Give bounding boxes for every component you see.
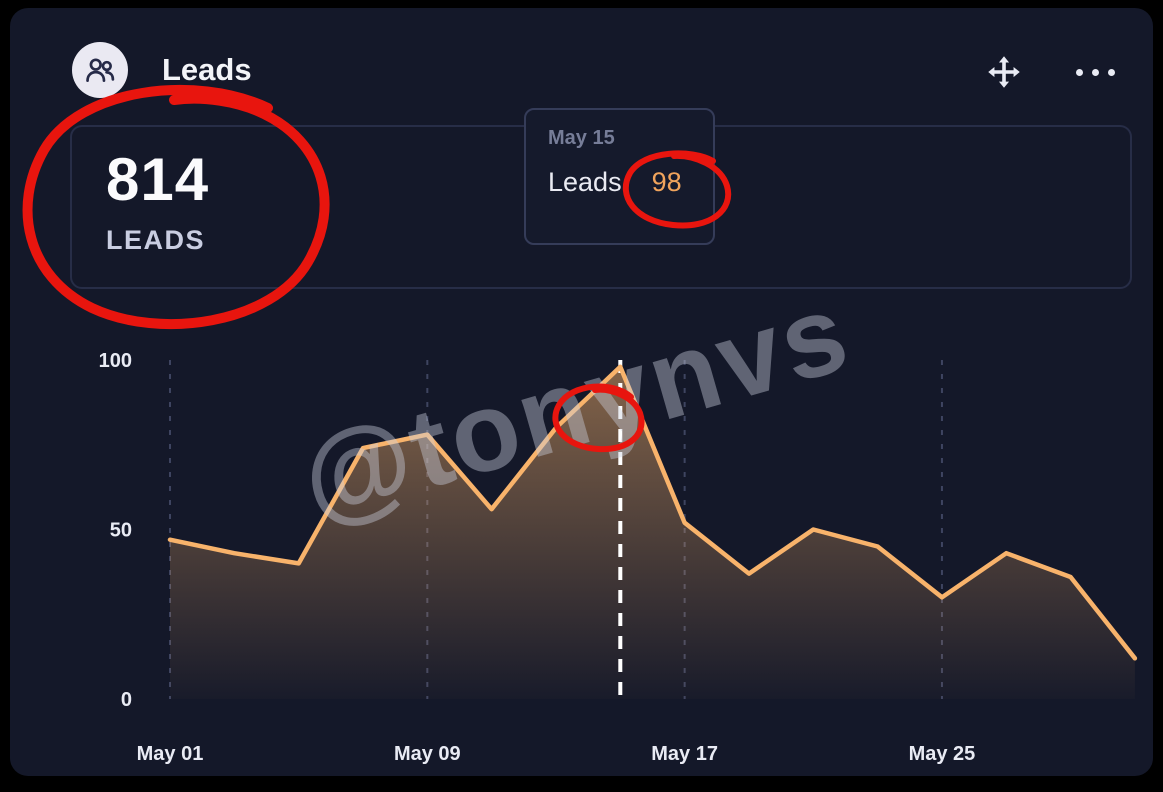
chart-tooltip: May 15 Leads 98: [524, 108, 715, 245]
series-line: [167, 364, 1138, 661]
ellipsis-menu-icon[interactable]: [1076, 66, 1115, 78]
people-icon: [86, 58, 115, 82]
tooltip-series-label: Leads: [548, 167, 622, 197]
ellipsis-dot: [1076, 68, 1083, 76]
move-icon[interactable]: [986, 54, 1022, 90]
x-axis-label: May 17: [651, 743, 718, 765]
x-axis-label: May 25: [909, 743, 976, 765]
tooltip-row: Leads 98: [548, 167, 691, 198]
widget-title: Leads: [162, 52, 252, 87]
widget-card: Leads 814 LEADS May 01 May 09 May 17 May 25…: [10, 8, 1153, 776]
tooltip-value: 98: [651, 167, 682, 197]
area-fill: [170, 366, 1135, 699]
y-axis-label: 100: [99, 350, 132, 372]
line-chart[interactable]: May 01 May 09 May 17 May 25 0 50 100: [10, 8, 1163, 792]
ellipsis-dot: [1092, 68, 1099, 76]
x-axis-label: May 01: [137, 743, 204, 765]
tooltip-date: May 15: [548, 127, 615, 149]
ellipsis-dot: [1108, 68, 1115, 76]
x-axis-label: May 09: [394, 743, 461, 765]
y-axis-label: 0: [121, 689, 132, 711]
y-axis-label: 50: [110, 520, 132, 542]
